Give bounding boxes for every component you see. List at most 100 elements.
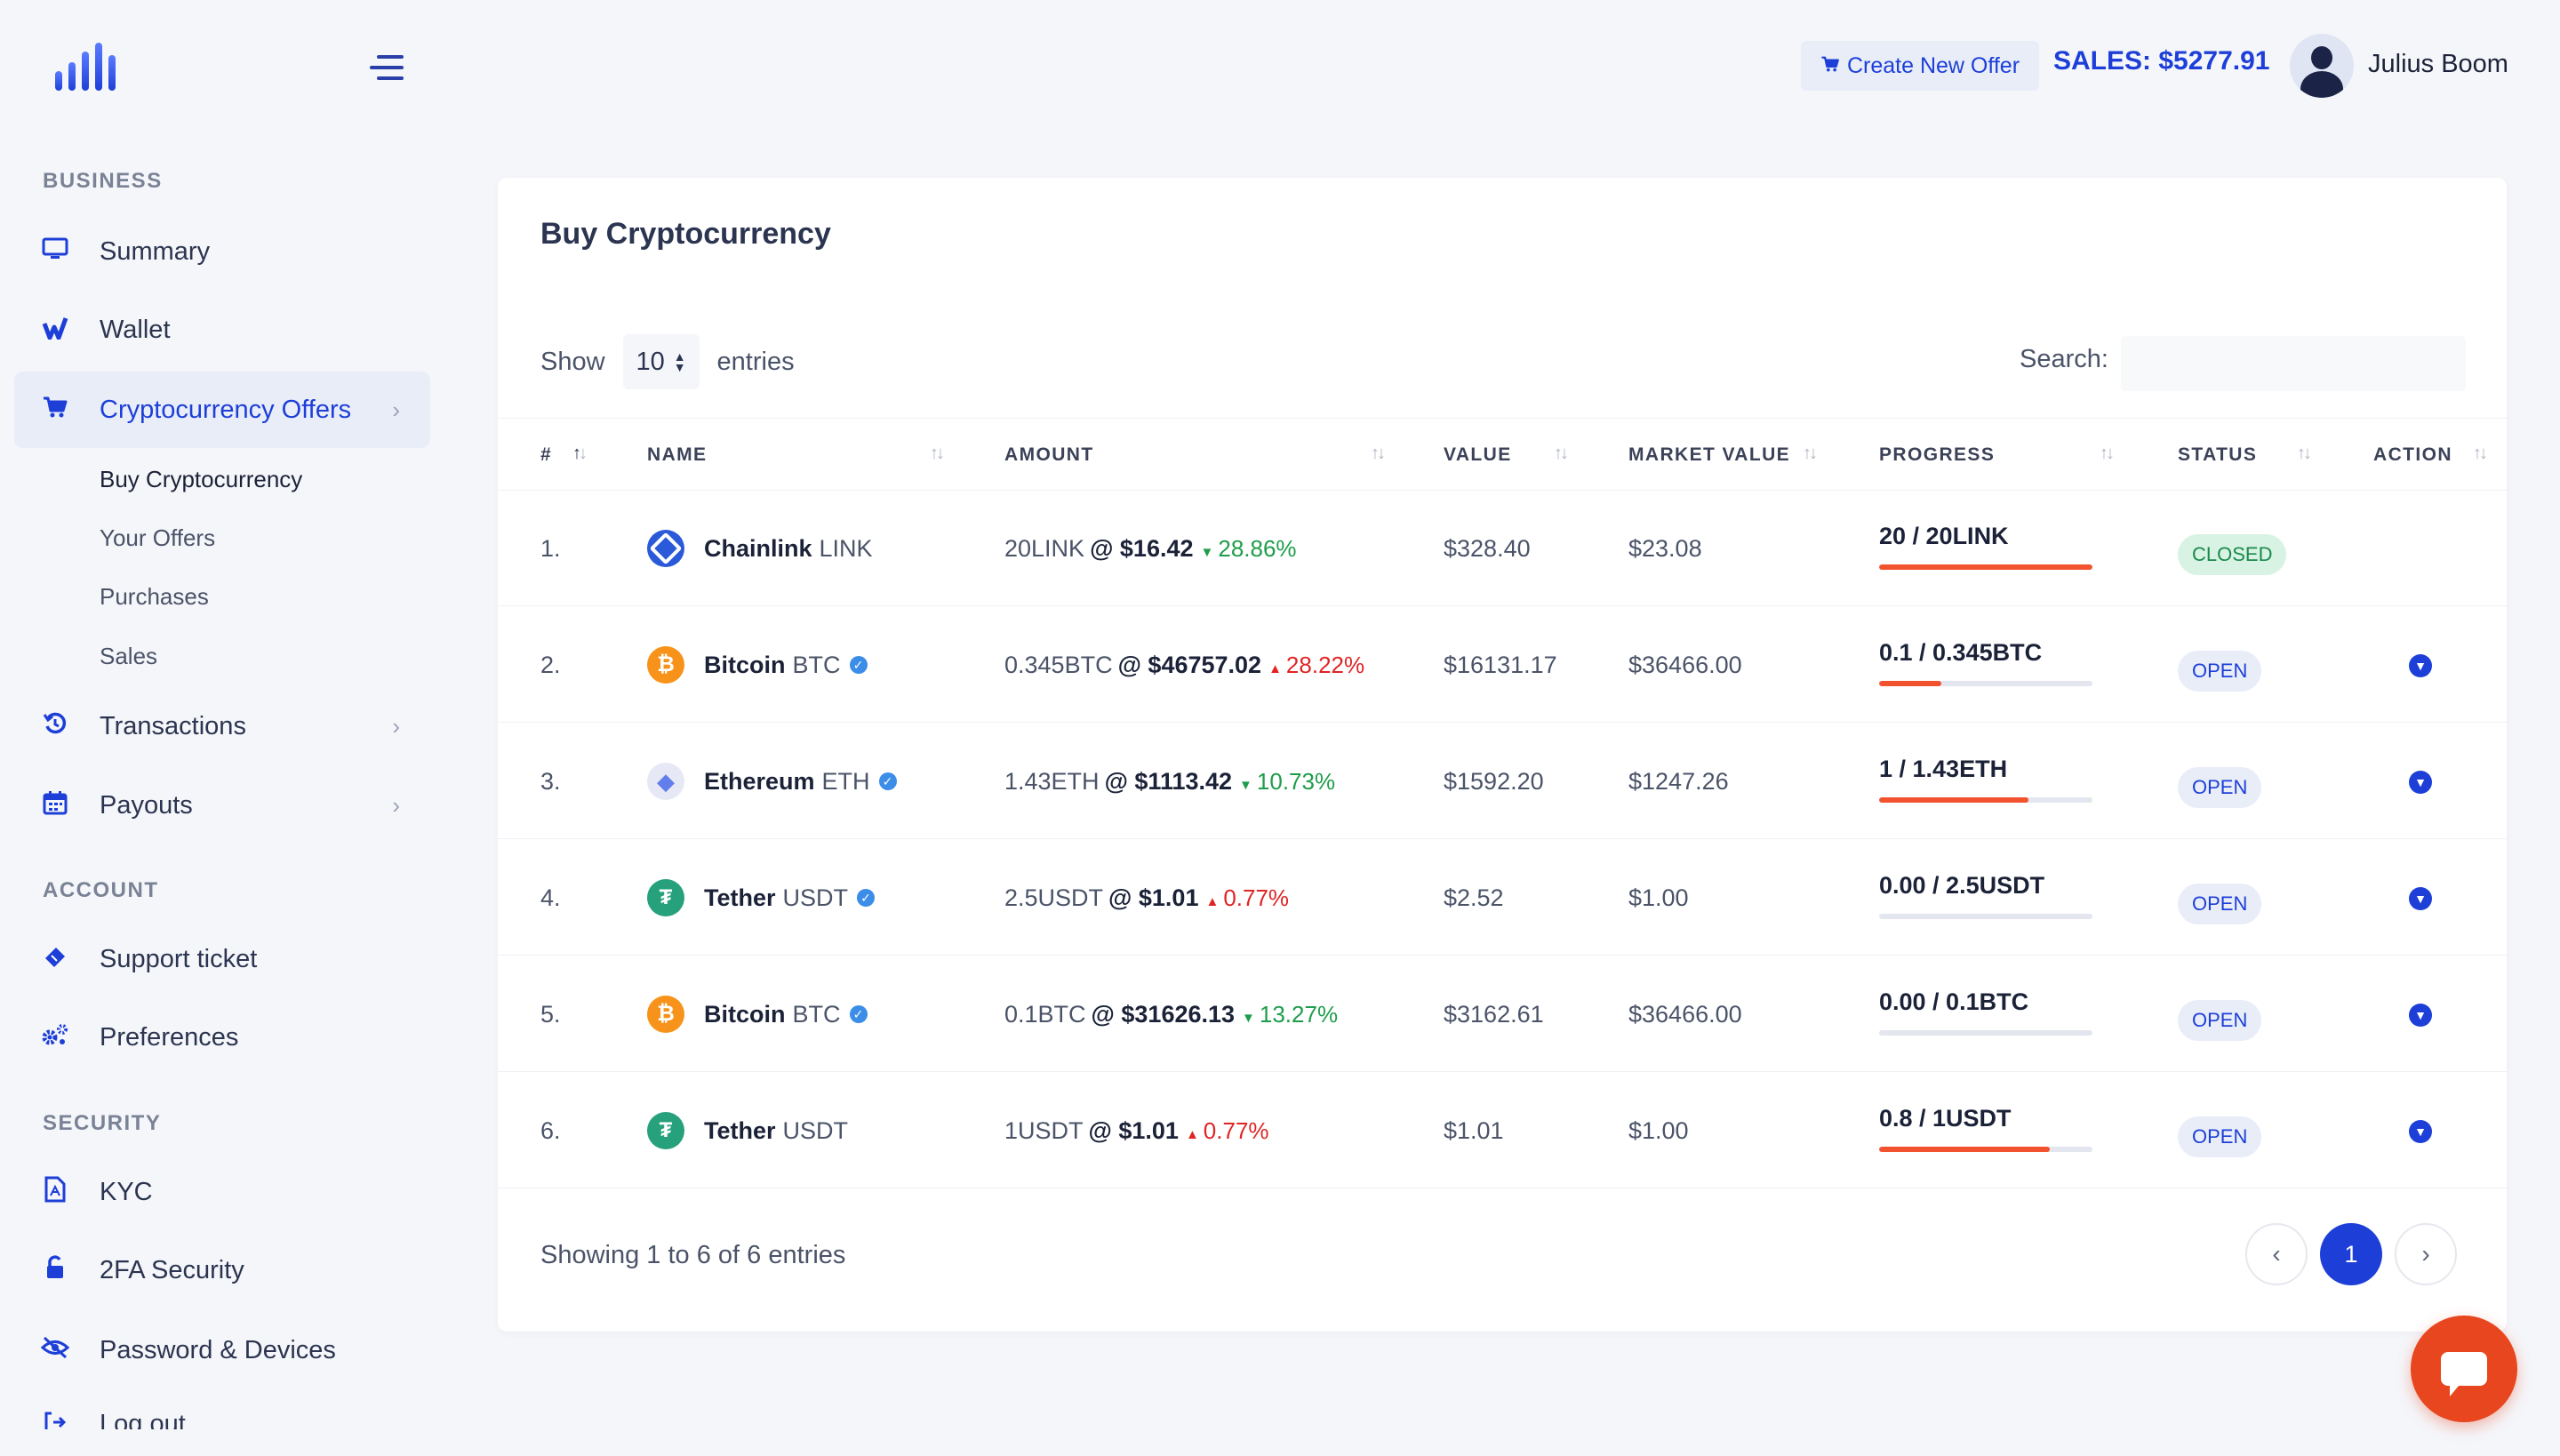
sidebar-item-support-ticket[interactable]: Support ticket: [14, 921, 430, 997]
sidebar-subitem-purchases[interactable]: Purchases: [100, 583, 209, 610]
sidebar-item-label: KYC: [100, 1177, 153, 1206]
verified-icon: ✓: [857, 889, 876, 907]
coin-cell[interactable]: ₮ Tether USDT: [647, 1073, 848, 1188]
coin-name: Tether: [704, 884, 776, 911]
wallet-icon: [41, 315, 69, 346]
column-header-progress[interactable]: PROGRESS: [1879, 444, 1996, 465]
chat-button[interactable]: [2411, 1316, 2517, 1422]
progress-bar: [1879, 797, 2092, 803]
value-cell: $2.52: [1444, 884, 1504, 911]
sidebar-item-label: Transactions: [100, 711, 246, 740]
coin-cell[interactable]: ◆ Ethereum ETH ✓: [647, 724, 897, 839]
sidebar-subitem-your-offers[interactable]: Your Offers: [100, 524, 216, 551]
amount-cell: 20LINK @ $16.42 ▼ 28.86%: [1004, 491, 1297, 606]
entries-label: entries: [716, 347, 795, 376]
row-number: 1.: [540, 534, 561, 562]
progress-bar: [1879, 681, 2092, 686]
progress-text: 0.8 / 1USDT: [1879, 1105, 2012, 1132]
sort-icon[interactable]: ↑↓: [1803, 444, 1818, 463]
status-badge: OPEN: [2178, 651, 2262, 692]
expand-action-icon[interactable]: ▼: [2409, 1120, 2432, 1143]
progress-text: 20 / 20LINK: [1879, 523, 2009, 549]
sort-icon[interactable]: ↑↓: [2100, 444, 2115, 463]
table-row: 5. ₿ Bitcoin BTC ✓ 0.1BTC @ $31626.13 ▼ 13.27% $3…: [498, 956, 2507, 1072]
expand-action-icon[interactable]: ▼: [2409, 887, 2432, 910]
progress-cell: 0.00 / 2.5USDT: [1879, 872, 2092, 919]
sidebar-item-password-devices[interactable]: Password & Devices: [14, 1312, 430, 1388]
row-number: 2.: [540, 651, 561, 678]
sort-icon[interactable]: ↑↓: [2473, 444, 2488, 463]
sidebar-item-label: Support ticket: [100, 944, 258, 973]
column-header-amount[interactable]: AMOUNT: [1004, 444, 1094, 465]
sidebar-item-label: Log out: [100, 1410, 186, 1429]
section-title-business: BUSINESS: [43, 169, 163, 193]
sidebar-item-kyc[interactable]: KYC: [14, 1154, 430, 1230]
amount-price: @ $1.01: [1088, 1116, 1179, 1144]
sort-icon[interactable]: ↑↓: [1554, 444, 1569, 463]
section-title-security: SECURITY: [43, 1111, 162, 1135]
page-length-select[interactable]: 10 ▲ ▼: [622, 334, 700, 389]
column-header-market-value[interactable]: MARKET VALUE: [1628, 444, 1791, 465]
sidebar-item-transactions[interactable]: Transactions ›: [14, 688, 430, 764]
sidebar-item-2fa-security[interactable]: 2FA Security: [14, 1232, 430, 1308]
expand-action-icon[interactable]: ▼: [2409, 654, 2432, 677]
status-badge: OPEN: [2178, 884, 2262, 924]
column-header-value[interactable]: VALUE: [1444, 444, 1512, 465]
sidebar-item-preferences[interactable]: Preferences: [14, 999, 430, 1076]
column-header-number[interactable]: #: [540, 444, 553, 465]
coin-cell[interactable]: ₮ Tether USDT ✓: [647, 840, 876, 956]
sidebar-item-wallet[interactable]: Wallet: [14, 292, 430, 368]
sidebar-item-summary[interactable]: Summary: [14, 213, 430, 290]
expand-action-icon[interactable]: ▼: [2409, 771, 2432, 794]
progress-cell: 0.8 / 1USDT: [1879, 1105, 2092, 1152]
progress-bar: [1879, 1030, 2092, 1036]
coin-cell[interactable]: ₿ Bitcoin BTC ✓: [647, 607, 868, 723]
sidebar-item-payouts[interactable]: Payouts ›: [14, 767, 430, 844]
sidebar-subitem-sales[interactable]: Sales: [100, 643, 158, 669]
user-name[interactable]: Julius Boom: [2368, 50, 2508, 78]
sort-asc-icon[interactable]: ↑↓: [572, 444, 588, 463]
row-number: 3.: [540, 767, 561, 795]
coin-cell[interactable]: ₿ Bitcoin BTC ✓: [647, 956, 868, 1072]
page-button-current[interactable]: 1: [2320, 1223, 2382, 1285]
document-icon: [41, 1176, 69, 1209]
column-header-action[interactable]: ACTION: [2373, 444, 2452, 465]
sidebar-item-label: Cryptocurrency Offers: [100, 395, 352, 424]
column-header-status[interactable]: STATUS: [2178, 444, 2258, 465]
next-page-button[interactable]: ›: [2395, 1223, 2457, 1285]
progress-bar: [1879, 564, 2092, 570]
table-row: 3. ◆ Ethereum ETH ✓ 1.43ETH @ $1113.42 ▼ 10.73% $…: [498, 724, 2507, 839]
create-new-offer-button[interactable]: Create New Offer: [1801, 41, 2039, 91]
price-change: ▲ 0.77%: [1185, 1116, 1269, 1144]
status-badge: OPEN: [2178, 1000, 2262, 1041]
coin-symbol: USDT: [782, 884, 849, 911]
btc-coin-icon: ₿: [647, 646, 684, 684]
menu-toggle-icon[interactable]: [368, 55, 404, 80]
value-cell: $16131.17: [1444, 651, 1557, 678]
avatar[interactable]: [2290, 34, 2354, 98]
expand-action-icon[interactable]: ▼: [2409, 1004, 2432, 1027]
previous-page-button[interactable]: ‹: [2245, 1223, 2308, 1285]
sidebar-item-cryptocurrency-offers[interactable]: Cryptocurrency Offers ›: [14, 372, 430, 448]
price-change: ▼ 28.86%: [1200, 534, 1297, 562]
column-header-name[interactable]: NAME: [647, 444, 708, 465]
amount-cell: 2.5USDT @ $1.01 ▲ 0.77%: [1004, 840, 1289, 956]
sidebar-subitem-buy-cryptocurrency[interactable]: Buy Cryptocurrency: [100, 466, 303, 492]
brand-logo[interactable]: [55, 37, 123, 91]
verified-icon: ✓: [849, 656, 868, 674]
coin-symbol: USDT: [782, 1116, 849, 1144]
sort-icon[interactable]: ↑↓: [2297, 444, 2312, 463]
progress-bar: [1879, 1147, 2092, 1152]
sort-icon[interactable]: ↑↓: [930, 444, 945, 463]
sort-icon[interactable]: ↑↓: [1371, 444, 1386, 463]
market-value-cell: $36466.00: [1628, 651, 1742, 678]
sort-arrows-icon: ▲ ▼: [673, 349, 686, 374]
coin-cell[interactable]: Chainlink LINK: [647, 491, 873, 606]
value-cell: $1.01: [1444, 1116, 1504, 1144]
coin-symbol: LINK: [819, 534, 873, 562]
sidebar-item-log-out[interactable]: Log out: [14, 1390, 430, 1429]
status-badge: OPEN: [2178, 1116, 2262, 1157]
eye-slash-icon: [40, 1336, 70, 1365]
search-input[interactable]: [2121, 336, 2466, 391]
sales-total: SALES: $5277.91: [2053, 46, 2270, 76]
